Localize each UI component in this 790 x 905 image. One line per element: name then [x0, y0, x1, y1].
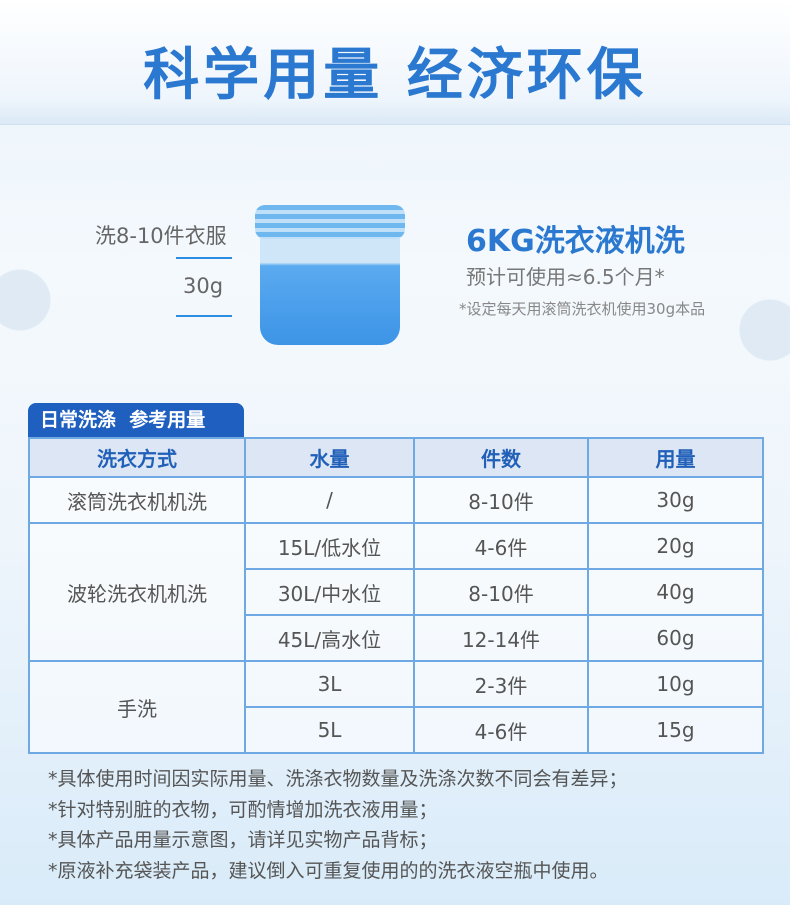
water-cell: 30L/中水位: [244, 568, 415, 616]
divider: [176, 315, 232, 317]
table-row: 波轮洗衣机机洗 15L/低水位 4-6件 20g: [28, 522, 764, 662]
amount-cell: 40g: [587, 568, 764, 616]
amount-cell: 30g: [587, 476, 764, 524]
water-cell: 15L/低水位: [244, 522, 415, 570]
water-cell: 45L/高水位: [244, 614, 415, 662]
footnote: *具体使用时间因实际用量、洗涤衣物数量及洗涤次数不同会有差异；: [48, 768, 628, 790]
table-row: 5L 4-6件 15g: [29, 706, 764, 754]
count-cell: 4-6件: [413, 706, 589, 754]
count-cell: 8-10件: [413, 476, 589, 524]
product-heading: 6KG洗衣液机洗: [466, 224, 685, 259]
footnote: *具体产品用量示意图，请详见实物产品背标；: [48, 829, 438, 851]
footnote: *原液补充袋装产品，建议倒入可重复使用的的洗衣液空瓶中使用。: [48, 859, 609, 882]
title-band: [0, 0, 790, 125]
dose-label: 30g: [183, 274, 224, 298]
count-cell: 4-6件: [413, 522, 589, 570]
count-cell: 12-14件: [413, 614, 589, 662]
usage-estimate: 预计可使用≈6.5个月*: [466, 265, 665, 289]
method-cell: 手洗: [28, 660, 246, 754]
table-row: 45L/高水位 12-14件 60g: [29, 614, 764, 662]
header-water: 水量: [244, 437, 415, 478]
usage-note: *设定每天用滚筒洗衣机使用30g本品: [459, 300, 706, 318]
water-cell: /: [244, 476, 415, 524]
amount-cell: 20g: [587, 522, 764, 570]
table-row: 手洗 3L 2-3件 10g: [28, 660, 764, 754]
count-cell: 8-10件: [413, 568, 589, 616]
amount-cell: 15g: [587, 706, 764, 754]
header-amount: 用量: [587, 437, 764, 478]
dosage-table: 洗衣方式 水量 件数 用量 滚筒洗衣机机洗 / 8-10件 30g 波轮洗衣机机…: [28, 437, 764, 754]
count-cell: 2-3件: [413, 660, 589, 708]
water-cell: 5L: [244, 706, 415, 754]
footnote: *针对特别脏的衣物，可酌情增加洗衣液用量；: [48, 798, 438, 821]
header-count: 件数: [413, 437, 589, 478]
method-cell: 波轮洗衣机机洗: [28, 522, 246, 662]
amount-cell: 60g: [587, 614, 764, 662]
method-cell: 滚筒洗衣机机洗: [28, 476, 246, 524]
table-tab-label: 日常洗涤 参考用量: [28, 403, 244, 438]
divider: [176, 257, 232, 259]
header-method: 洗衣方式: [28, 437, 246, 478]
water-cell: 3L: [244, 660, 415, 708]
amount-cell: 10g: [587, 660, 764, 708]
table-header-row: 洗衣方式 水量 件数 用量: [28, 437, 764, 478]
page-title: 科学用量 经济环保: [143, 43, 647, 108]
measuring-cap-image: [245, 205, 415, 345]
footnotes: *具体使用时间因实际用量、洗涤衣物数量及洗涤次数不同会有差异； *针对特别脏的衣…: [48, 764, 628, 886]
garments-label: 洗8-10件衣服: [95, 224, 227, 248]
table-row: 30L/中水位 8-10件 40g: [29, 568, 764, 616]
table-row: 滚筒洗衣机机洗 / 8-10件 30g: [28, 476, 764, 524]
